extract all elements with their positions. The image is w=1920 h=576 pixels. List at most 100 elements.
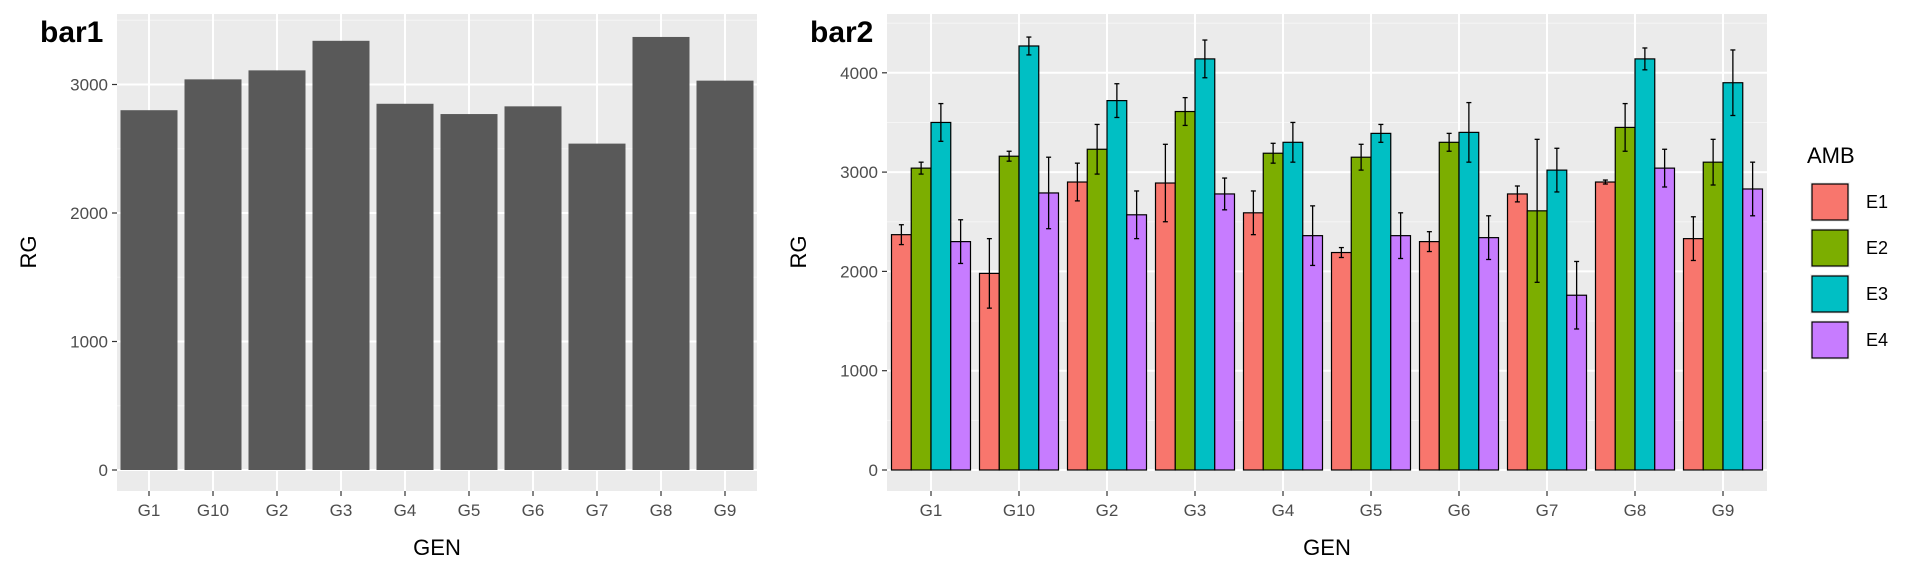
- bar2-errorbar-G10-E2: [1006, 150, 1012, 162]
- bar2-errorbar-G4-E4: [1310, 205, 1316, 267]
- bar2-x-axis-title: GEN: [1303, 535, 1351, 560]
- bar1-y-tick-label: 3000: [70, 76, 108, 95]
- bar2-errorbar-G2-E2: [1094, 123, 1100, 175]
- bar2-errorbar-G2-E4: [1134, 190, 1140, 240]
- bar1-y-tick-label: 0: [99, 461, 108, 480]
- bar2-bar-G2-E1: [1066, 181, 1088, 471]
- bar2-bar-G4-E2: [1262, 152, 1284, 471]
- bar2-errorbar-G3-E1: [1162, 143, 1168, 223]
- bar2-bar-G4-E3: [1282, 141, 1304, 471]
- bar2-bar-G8-E4: [1654, 167, 1676, 471]
- bar1-x-tick-label: G8: [650, 501, 673, 520]
- legend-label-E2: E2: [1866, 238, 1888, 258]
- bar2-bar-G10-E4: [1038, 192, 1060, 471]
- bar2-errorbar-G8-E1: [1602, 179, 1608, 185]
- bar1-bars: [120, 36, 754, 471]
- bar1-x-axis-title: GEN: [413, 535, 461, 560]
- bar2-y-tick-label: 3000: [840, 163, 878, 182]
- legend-label-E4: E4: [1866, 330, 1888, 350]
- legend-key-E4: [1811, 321, 1849, 359]
- bar2-error-bars: [898, 36, 1756, 330]
- bar2-x-tick-label: G9: [1712, 501, 1735, 520]
- bar2-bar-G8-E3: [1634, 58, 1656, 471]
- bar1-x-tick-label: G4: [394, 501, 417, 520]
- bar1-x-tick-label: G9: [714, 501, 737, 520]
- bar2-bar-G3-E4: [1214, 193, 1236, 471]
- bar1-y-ticks: 0 1000 2000 3000: [70, 76, 117, 480]
- legend-label-E3: E3: [1866, 284, 1888, 304]
- bar2-bar-G10-E3: [1018, 45, 1040, 471]
- bar2-bar-G6-E4: [1478, 237, 1500, 471]
- bar2-bar-G1-E3: [930, 121, 952, 471]
- bar2-bar-G3-E2: [1174, 110, 1196, 471]
- bar2-errorbar-G7-E2: [1534, 138, 1540, 283]
- bar1-panel: 0 1000 2000 3000 G1 G10 G2 G3 G4 G5 G6 G7 G8 G9 bar1…: [16, 14, 757, 560]
- legend-label-E1: E1: [1866, 192, 1888, 212]
- bar2-x-tick-label: G10: [1003, 501, 1035, 520]
- bar1-x-tick-label: G10: [197, 501, 229, 520]
- bar2-x-tick-label: G3: [1184, 501, 1207, 520]
- bar1-bar-G9: [696, 80, 754, 471]
- bar2-bar-G5-E3: [1370, 132, 1392, 471]
- bar2-errorbar-G5-E1: [1338, 246, 1344, 259]
- bar2-errorbar-G9-E1: [1690, 216, 1696, 262]
- bar1-x-tick-label: G1: [138, 501, 161, 520]
- bar2-x-tick-label: G2: [1096, 501, 1119, 520]
- bar2-bar-G3-E3: [1194, 58, 1216, 471]
- bar2-errorbar-G7-E1: [1514, 185, 1520, 203]
- bar2-x-tick-label: G1: [920, 501, 943, 520]
- bar2-errorbar-G1-E2: [918, 161, 924, 175]
- bar2-errorbar-G4-E2: [1270, 142, 1276, 164]
- bar2-y-axis-title: RG: [786, 236, 811, 269]
- bar2-bar-G5-E4: [1390, 235, 1412, 471]
- bar2-errorbar-G2-E1: [1074, 162, 1080, 202]
- bar2-bar-G1-E2: [910, 167, 932, 471]
- bar1-x-tick-label: G6: [522, 501, 545, 520]
- bar2-errorbar-G6-E1: [1426, 231, 1432, 253]
- bar2-bar-G5-E2: [1350, 156, 1372, 471]
- bar2-bar-G4-E4: [1302, 235, 1324, 471]
- bar1-bar-G2: [248, 70, 306, 471]
- legend: AMB E1 E2 E3 E4: [1807, 143, 1888, 360]
- bar2-bar-G5-E1: [1330, 251, 1352, 471]
- bar2-bar-G9-E4: [1742, 188, 1764, 471]
- legend-items: E1 E2 E3 E4: [1810, 182, 1888, 360]
- bar2-y-tick-label: 0: [869, 461, 878, 480]
- bar2-bars: [890, 45, 1764, 471]
- bar2-bar-G8-E1: [1594, 181, 1616, 471]
- bar1-bar-G5: [440, 114, 498, 471]
- bar1-bar-G3: [312, 40, 370, 471]
- bar2-errorbar-G3-E2: [1182, 96, 1188, 127]
- bar2-errorbar-G5-E2: [1358, 143, 1364, 171]
- bar2-bar-G4-E1: [1242, 212, 1264, 471]
- bar1-y-axis-title: RG: [16, 236, 41, 269]
- bar2-x-ticks: G1 G10 G2 G3 G4 G5 G6 G7 G8 G9: [920, 491, 1735, 520]
- bar2-bar-G10-E2: [998, 155, 1020, 471]
- bar1-bar-G4: [376, 103, 434, 471]
- bar2-errorbar-G1-E4: [958, 219, 964, 265]
- bar2-y-tick-label: 1000: [840, 362, 878, 381]
- bar2-y-tick-label: 2000: [840, 262, 878, 281]
- bar2-x-tick-label: G8: [1624, 501, 1647, 520]
- bar1-y-tick-label: 2000: [70, 204, 108, 223]
- bar2-bar-G6-E3: [1458, 131, 1480, 471]
- bar2-bar-G2-E3: [1106, 100, 1128, 471]
- bar2-y-tick-label: 4000: [840, 64, 878, 83]
- bar2-errorbar-G6-E4: [1486, 215, 1492, 261]
- bar1-bar-G7: [568, 143, 626, 471]
- bar1-bar-G10: [184, 79, 242, 471]
- bar2-errorbar-G8-E3: [1642, 47, 1648, 71]
- bar2-bar-G1-E1: [890, 234, 912, 471]
- legend-title: AMB: [1807, 143, 1855, 168]
- bar2-bar-G9-E1: [1682, 238, 1704, 471]
- bar2-errorbar-G5-E4: [1398, 212, 1404, 260]
- bar2-errorbar-G7-E4: [1574, 260, 1580, 330]
- bar2-bar-G1-E4: [950, 241, 972, 471]
- bar2-errorbar-G1-E1: [898, 224, 904, 246]
- bar2-bar-G9-E3: [1722, 82, 1744, 471]
- bar2-bar-G2-E4: [1126, 214, 1148, 471]
- bar2-errorbar-G4-E1: [1250, 190, 1256, 236]
- bar2-x-tick-label: G6: [1448, 501, 1471, 520]
